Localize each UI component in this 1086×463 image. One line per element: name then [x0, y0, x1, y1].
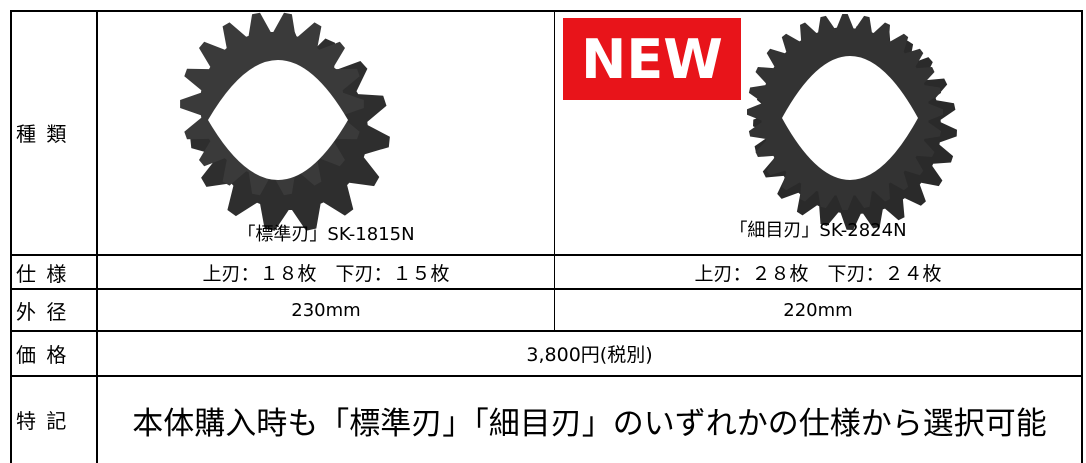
row-label: 種 類: [16, 122, 69, 146]
row-label: 価 格: [16, 343, 69, 367]
cell: 230mm: [291, 299, 361, 321]
border: [10, 375, 1083, 377]
border: [10, 10, 12, 463]
sprocket-shape: [208, 60, 348, 180]
caption: 「細目刃」SK-2824N: [729, 220, 907, 241]
cell: 上刃：１８枚 下刃：１５枚: [202, 262, 450, 285]
row-label: 仕 様: [16, 261, 69, 286]
cell: 220mm: [783, 299, 853, 321]
border: [10, 254, 1083, 256]
border: [10, 330, 1083, 332]
cell: 本体購入時も「標準刃」「細目刃」のいずれかの仕様から選択可能: [132, 405, 1047, 442]
border: [10, 10, 1083, 12]
new-badge: NEW: [563, 18, 741, 100]
row-label: 外 径: [16, 299, 69, 324]
border: [1081, 10, 1083, 463]
cell: 上刃：２８枚 下刃：２４枚: [694, 262, 942, 285]
caption: 「標準刃」SK-1815N: [237, 224, 415, 245]
border: [96, 10, 98, 463]
border: [10, 288, 1083, 290]
cell: 3,800円(税別): [526, 344, 653, 366]
row-label: 特 記: [16, 409, 69, 433]
sprocket-shape: [782, 56, 918, 180]
border: [554, 10, 555, 331]
